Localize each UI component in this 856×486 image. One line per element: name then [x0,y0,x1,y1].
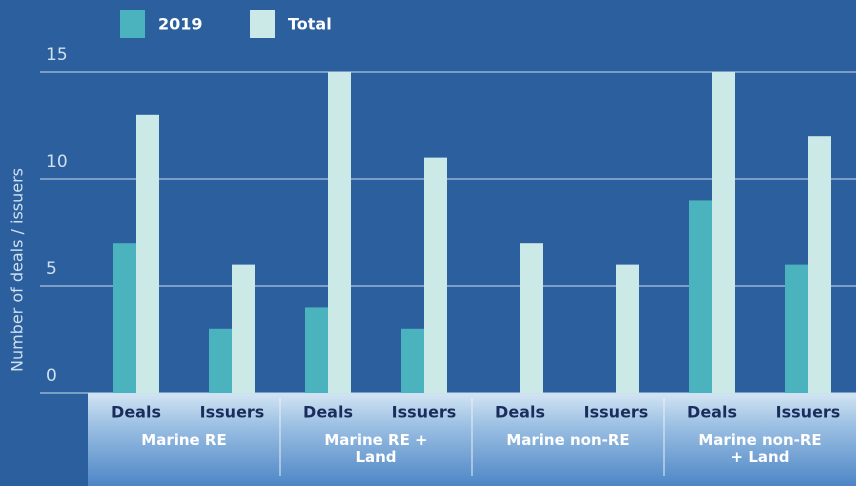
x-tick-label: Deals [303,403,353,422]
bar [328,72,351,393]
bar [808,136,831,393]
bar [401,328,424,393]
bar [689,200,712,393]
x-tick-label: Deals [687,403,737,422]
y-tick-label: 10 [46,152,68,172]
bar [113,243,136,393]
group-label: Marine non-RE [506,431,630,449]
legend-swatch [120,10,145,38]
x-tick-label: Issuers [392,403,457,422]
legend-label: Total [288,15,332,34]
x-tick-label: Issuers [200,403,265,422]
x-tick-label: Issuers [776,403,841,422]
legend-swatch [250,10,275,38]
bar [520,243,543,393]
x-tick-label: Issuers [584,403,649,422]
group-label: Marine non-RE + Land [698,431,822,466]
bar [232,264,255,393]
bar [424,157,447,393]
y-axis-label: Number of deals / issuers [8,168,27,372]
legend-label: 2019 [158,15,203,34]
bar [209,328,232,393]
group-label: Marine RE [141,431,227,449]
bar [785,264,808,393]
y-tick-label: 5 [46,259,57,279]
bar [616,264,639,393]
x-tick-label: Deals [495,403,545,422]
bar [305,307,328,393]
x-tick-label: Deals [111,403,161,422]
bar [712,72,735,393]
group-label: Marine RE + Land [324,431,428,466]
y-tick-label: 15 [46,45,68,65]
bar [136,114,159,394]
y-tick-label: 0 [46,366,57,386]
